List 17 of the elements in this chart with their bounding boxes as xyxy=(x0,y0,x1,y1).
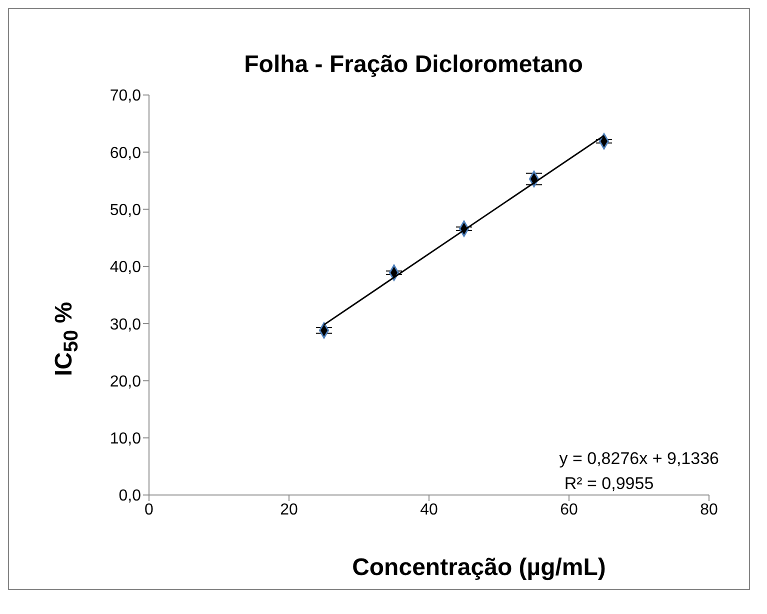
x-axis-title: Concentração (µg/mL) xyxy=(351,554,607,582)
y-tick-label: 60,0 xyxy=(110,144,142,162)
x-tick-label: 0 xyxy=(144,501,154,518)
y-tick-label: 20,0 xyxy=(110,373,142,390)
annotation: y = 0,8276x + 9,1336 xyxy=(558,449,719,469)
x-tick-label: 20 xyxy=(280,501,298,518)
chart-title: Folha - Fração Diclorometano xyxy=(243,51,584,79)
x-tick-label: 80 xyxy=(700,501,718,518)
y-tick-label: 0,0 xyxy=(118,488,142,505)
y-tick-label: 70,0 xyxy=(110,88,142,105)
y-tick-label: 30,0 xyxy=(110,316,142,334)
y-tick-label: 40,0 xyxy=(110,259,142,276)
y-tick-label: 50,0 xyxy=(110,202,142,219)
annotation: R² = 0,9955 xyxy=(563,474,655,494)
x-tick-label: 60 xyxy=(560,501,578,518)
x-tick-label: 40 xyxy=(420,501,438,518)
y-tick-label: 10,0 xyxy=(110,430,142,448)
